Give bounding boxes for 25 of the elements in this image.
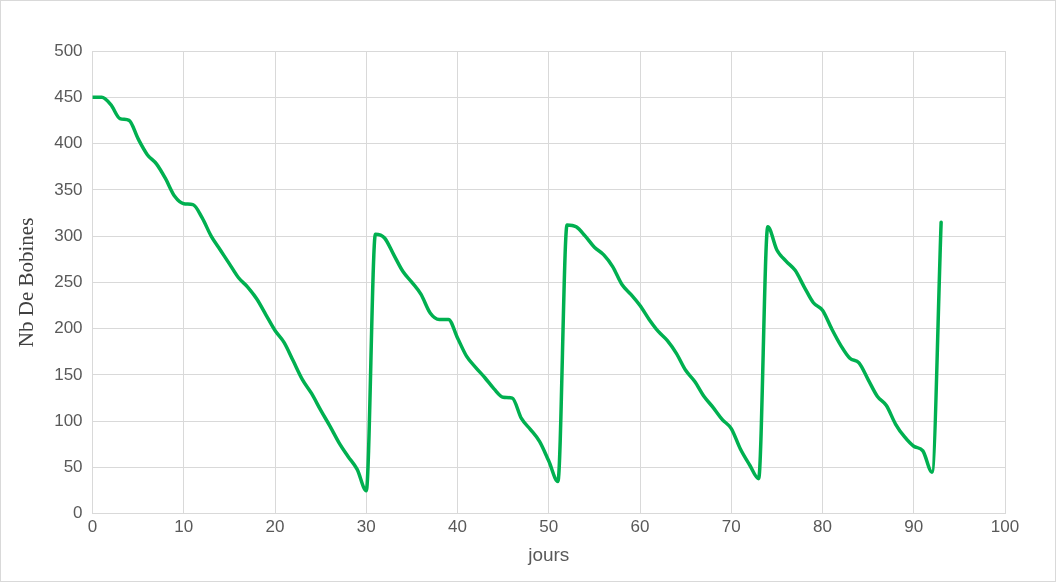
y-axis-title: Nb De Bobines (14, 217, 39, 348)
x-tick-label: 50 (539, 516, 559, 536)
x-tick-label: 40 (448, 516, 467, 536)
x-tick-label: 0 (87, 516, 98, 536)
y-tick-label: 50 (63, 457, 83, 477)
y-tick-label: 400 (54, 133, 83, 153)
x-tick-label: 80 (813, 516, 832, 536)
y-tick-label: 450 (54, 86, 83, 106)
x-tick-label: 100 (990, 516, 1020, 536)
x-axis-title: jours (527, 543, 570, 565)
x-tick-label: 30 (356, 516, 376, 536)
y-tick-label: 500 (54, 40, 83, 60)
y-tick-label: 300 (54, 225, 83, 245)
y-tick-label: 350 (54, 179, 83, 199)
line-series (92, 95, 943, 493)
y-tick-label: 250 (54, 272, 83, 292)
x-tick-label: 20 (265, 516, 285, 536)
y-tick-label: 150 (54, 364, 83, 384)
y-tick-label: 0 (73, 503, 83, 523)
y-tick-label: 100 (54, 410, 83, 430)
x-tick-label: 10 (174, 516, 194, 536)
x-tick-label: 60 (630, 516, 650, 536)
x-tick-label: 70 (721, 516, 741, 536)
y-tick-label: 200 (54, 318, 83, 338)
x-tick-label: 90 (904, 516, 924, 536)
